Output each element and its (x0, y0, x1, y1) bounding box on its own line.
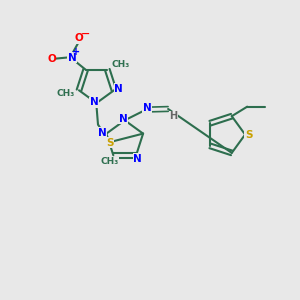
Text: N: N (68, 53, 76, 63)
Text: N: N (98, 128, 106, 138)
Text: −: − (81, 28, 90, 38)
Text: H: H (169, 111, 178, 122)
Text: S: S (245, 130, 252, 140)
Text: O: O (47, 54, 56, 64)
Text: N: N (143, 103, 152, 113)
Text: S: S (106, 138, 114, 148)
Text: N: N (119, 114, 128, 124)
Text: +: + (72, 47, 80, 57)
Text: CH₃: CH₃ (100, 157, 119, 166)
Text: N: N (114, 84, 123, 94)
Text: N: N (90, 98, 98, 107)
Text: O: O (74, 34, 83, 44)
Text: CH₃: CH₃ (111, 60, 130, 69)
Text: CH₃: CH₃ (57, 89, 75, 98)
Text: N: N (133, 154, 142, 164)
